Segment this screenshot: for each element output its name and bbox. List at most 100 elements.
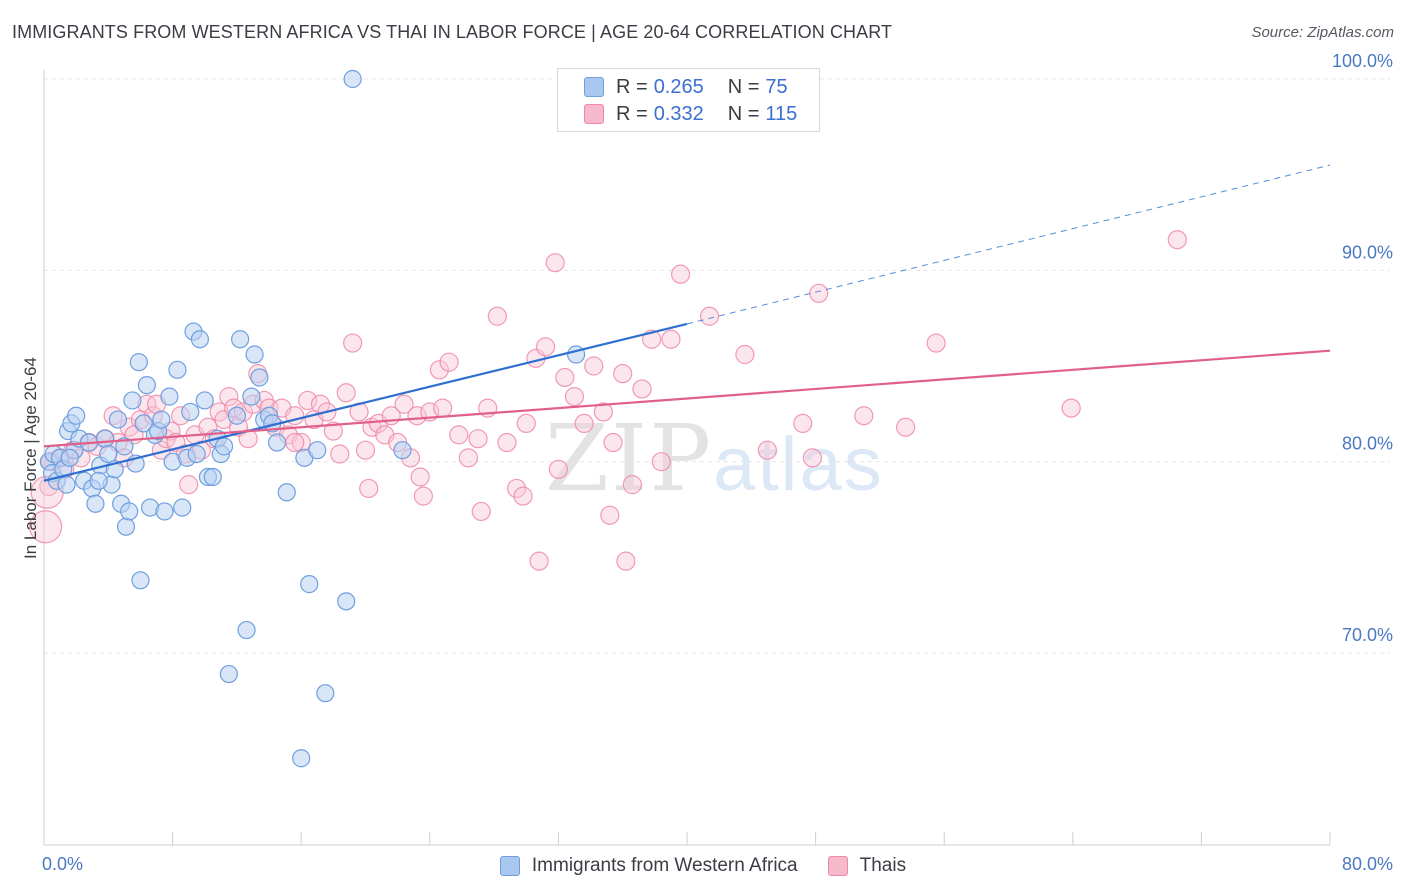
chart-title: IMMIGRANTS FROM WESTERN AFRICA VS THAI I… xyxy=(12,22,893,42)
thais-point xyxy=(410,467,430,487)
thais-point xyxy=(545,253,565,273)
thais-point xyxy=(535,337,556,357)
thais-point xyxy=(802,448,822,468)
western-africa-point xyxy=(227,406,246,425)
western-africa-point xyxy=(267,433,287,452)
thais-point xyxy=(757,440,777,460)
western-africa-point xyxy=(173,498,192,517)
western-africa-point xyxy=(155,502,174,521)
thais-point xyxy=(622,475,642,495)
y-tick-label: 100.0% xyxy=(1332,51,1393,71)
thais-point xyxy=(29,510,63,544)
thais-point xyxy=(513,486,533,506)
thais-point xyxy=(407,406,427,426)
legend-swatch-western-africa xyxy=(584,77,604,97)
y-axis-label: In Labor Force | Age 20-64 xyxy=(21,357,40,559)
thais-point xyxy=(298,390,318,411)
western-africa-point xyxy=(195,391,214,410)
tick-labels: 70.0% 80.0% 90.0% 100.0% 0.0% 80.0% xyxy=(42,51,1393,874)
thais-point xyxy=(468,429,488,449)
thais-point xyxy=(507,478,527,499)
thais-point xyxy=(926,333,946,353)
western-africa-point xyxy=(393,441,412,460)
western-africa-point xyxy=(123,391,142,410)
x-tick-label: 0.0% xyxy=(42,854,83,874)
western-africa-point xyxy=(115,437,134,456)
legend-item-thais[interactable]: Thais xyxy=(827,855,906,877)
thais-point xyxy=(651,452,671,472)
thais-point xyxy=(471,501,491,522)
western-africa-point xyxy=(86,494,105,513)
western-africa-point xyxy=(95,429,115,448)
thais-point xyxy=(439,352,459,372)
western-africa-trend-line xyxy=(43,322,688,482)
legend-row-western-africa: R = 0.265 N = 75 xyxy=(584,74,788,100)
series-legend: Immigrants from Western Africa Thais xyxy=(0,852,1406,880)
legend-n-value: 75 xyxy=(765,75,788,98)
western-africa-point xyxy=(203,467,222,487)
thais-point xyxy=(574,413,594,433)
thais-point xyxy=(529,551,549,571)
legend-swatch-western-africa xyxy=(499,856,520,876)
thais-point xyxy=(1167,230,1187,250)
thais-point xyxy=(632,379,652,399)
thais-point xyxy=(613,364,633,384)
western-africa-point xyxy=(190,330,210,349)
thais-point xyxy=(854,406,874,426)
thais-point xyxy=(735,344,755,365)
western-africa-point xyxy=(129,353,148,372)
legend-n-label: N = xyxy=(727,75,760,98)
western-africa-point xyxy=(316,684,335,703)
x-tick-label: 80.0% xyxy=(1342,854,1393,874)
axes xyxy=(43,70,1331,846)
western-africa-point xyxy=(214,437,234,456)
western-africa-point xyxy=(131,571,150,590)
thais-point xyxy=(238,429,258,449)
legend-swatch-thais xyxy=(827,856,848,876)
thais-point xyxy=(429,360,450,380)
legend-item-western-africa[interactable]: Immigrants from Western Africa xyxy=(499,855,798,877)
thais-point xyxy=(603,432,623,453)
stats-legend: R = 0.265 N = 75 R = 0.332 N = 115 xyxy=(557,68,820,132)
thais-point xyxy=(394,394,414,414)
thais-point xyxy=(458,448,478,468)
western-africa-point xyxy=(137,376,156,395)
western-africa-point xyxy=(187,444,206,464)
western-africa-point xyxy=(160,387,179,406)
thais-point xyxy=(699,306,720,326)
thais-point xyxy=(497,432,517,453)
western-africa-point xyxy=(89,471,108,490)
thais-point xyxy=(336,383,356,403)
thais-point xyxy=(449,425,469,445)
thais-point xyxy=(1061,398,1081,418)
thais-point xyxy=(593,402,614,422)
thais-point xyxy=(548,459,569,479)
grid-lines xyxy=(44,78,1390,654)
western-africa-point xyxy=(168,360,187,379)
thais-point xyxy=(330,444,350,464)
thais-point xyxy=(433,398,453,418)
western-africa-point xyxy=(152,410,171,429)
western-africa-trend-extension xyxy=(686,164,1331,325)
source-label: Source: ZipAtlas.com xyxy=(1251,24,1394,41)
western-africa-point xyxy=(120,502,139,521)
legend-r-value: 0.265 xyxy=(653,75,704,98)
legend-n-value: 115 xyxy=(765,102,798,125)
western-africa-point xyxy=(116,517,136,536)
western-africa-point xyxy=(292,749,311,768)
thais-point xyxy=(616,551,636,571)
western-africa-point xyxy=(57,475,76,494)
legend-r-label: R = xyxy=(616,75,648,98)
thais-point xyxy=(809,283,829,303)
thais-point xyxy=(343,333,363,353)
western-africa-point xyxy=(134,414,153,433)
thais-trend-line xyxy=(43,349,1331,448)
thais-point xyxy=(359,478,379,499)
legend-label-western-africa: Immigrants from Western Africa xyxy=(531,855,798,876)
thais-point xyxy=(355,440,376,460)
western-africa-point xyxy=(231,330,250,349)
watermark-atlas: atlas xyxy=(713,422,884,507)
western-africa-point xyxy=(250,368,269,387)
y-tick-label: 70.0% xyxy=(1342,625,1393,645)
western-africa-point xyxy=(108,410,128,429)
